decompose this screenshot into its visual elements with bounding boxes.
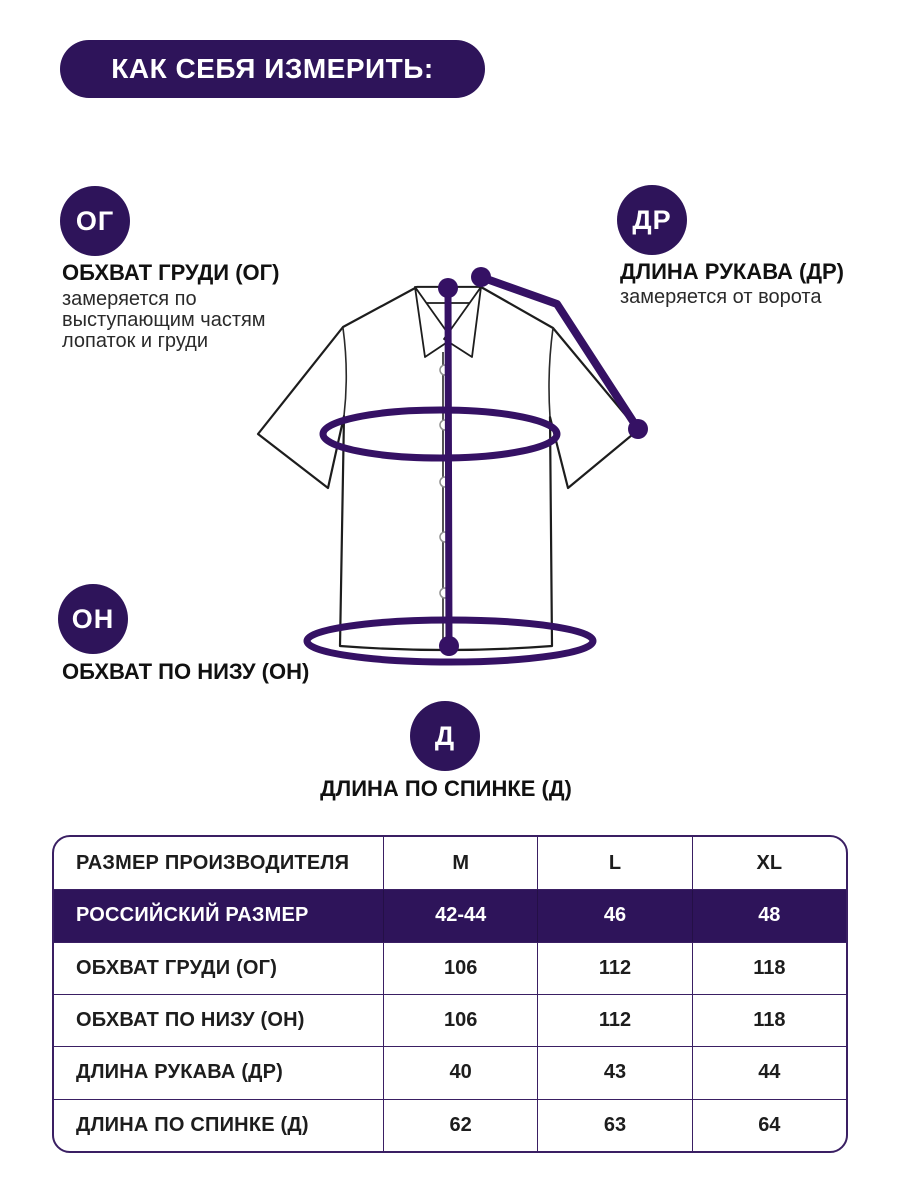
label-sleeve: ДЛИНА РУКАВА (ДР): [620, 259, 844, 284]
label-back-length: ДЛИНА ПО СПИНКЕ (Д): [320, 776, 572, 801]
row-label: ОБХВАТ ПО НИЗУ (ОН): [76, 1009, 305, 1032]
row-label: ОБХВАТ ГРУДИ (ОГ): [76, 956, 278, 979]
table-header-xl: XL: [691, 837, 846, 890]
cell-value: 62: [383, 1099, 537, 1151]
back-length-line: [444, 284, 453, 650]
cell-value: 46: [537, 890, 691, 942]
table-header-label: РАЗМЕР ПРОИЗВОДИТЕЛЯ: [76, 851, 350, 874]
back-length-dot-bottom: [439, 636, 459, 656]
cell-value: 118: [691, 942, 846, 994]
table-header-l: L: [537, 837, 691, 890]
size-table: РАЗМЕР ПРОИЗВОДИТЕЛЯ M L XL РОССИЙСКИЙ Р…: [52, 835, 848, 1153]
cell-value: 43: [537, 1047, 691, 1099]
cell-value: 48: [691, 890, 846, 942]
table-row-russian-size: РОССИЙСКИЙ РАЗМЕР 42-44 46 48: [54, 889, 846, 942]
cell-value: 44: [691, 1047, 846, 1099]
table-row-hem: ОБХВАТ ПО НИЗУ (ОН) 106 112 118: [54, 993, 846, 1047]
sleeve-length-dot-end: [628, 419, 648, 439]
cell-value: 106: [383, 942, 537, 994]
badge-back-length: Д: [410, 701, 480, 771]
shirt-svg: [256, 267, 648, 666]
label-hem: ОБХВАТ ПО НИЗУ (ОН): [62, 659, 310, 684]
table-header-row: РАЗМЕР ПРОИЗВОДИТЕЛЯ M L XL: [54, 837, 846, 890]
chest-measure-ellipse: [319, 406, 561, 462]
cell-value: 63: [537, 1099, 691, 1151]
cell-value: 106: [383, 994, 537, 1047]
row-label: ДЛИНА РУКАВА (ДР): [76, 1061, 284, 1084]
label-chest: ОБХВАТ ГРУДИ (ОГ): [62, 260, 280, 285]
collar-flap-right: [443, 286, 482, 358]
cell-value: 118: [691, 994, 846, 1047]
collar-flap-left: [414, 286, 453, 358]
row-label: РОССИЙСКИЙ РАЗМЕР: [76, 904, 309, 927]
cell-value: 40: [383, 1047, 537, 1099]
desc-chest: замеряется по выступающим частям лопаток…: [62, 288, 266, 352]
back-length-dot-top: [438, 278, 458, 298]
badge-sleeve: ДР: [617, 185, 687, 255]
page-title: КАК СЕБЯ ИЗМЕРИТЬ:: [60, 40, 485, 98]
cell-value: 112: [537, 942, 691, 994]
row-label: ДЛИНА ПО СПИНКЕ (Д): [76, 1113, 309, 1136]
table-row-chest: ОБХВАТ ГРУДИ (ОГ) 106 112 118: [54, 941, 846, 994]
cell-value: 112: [537, 994, 691, 1047]
armhole-seam-right: [548, 327, 554, 418]
table-header-m: M: [383, 837, 537, 890]
sleeve-length-dot-top: [471, 267, 491, 287]
desc-sleeve: замеряется от ворота: [620, 286, 822, 308]
shirt-illustration: [230, 258, 660, 688]
cell-value: 64: [691, 1099, 846, 1151]
sleeve-length-line: [477, 273, 642, 433]
table-row-back-length: ДЛИНА ПО СПИНКЕ (Д) 62 63 64: [54, 1098, 846, 1151]
badge-hem: ОН: [58, 584, 128, 654]
table-row-sleeve: ДЛИНА РУКАВА (ДР) 40 43 44: [54, 1046, 846, 1099]
armhole-seam-left: [342, 327, 348, 417]
cell-value: 42-44: [383, 890, 537, 942]
badge-chest: ОГ: [60, 186, 130, 256]
